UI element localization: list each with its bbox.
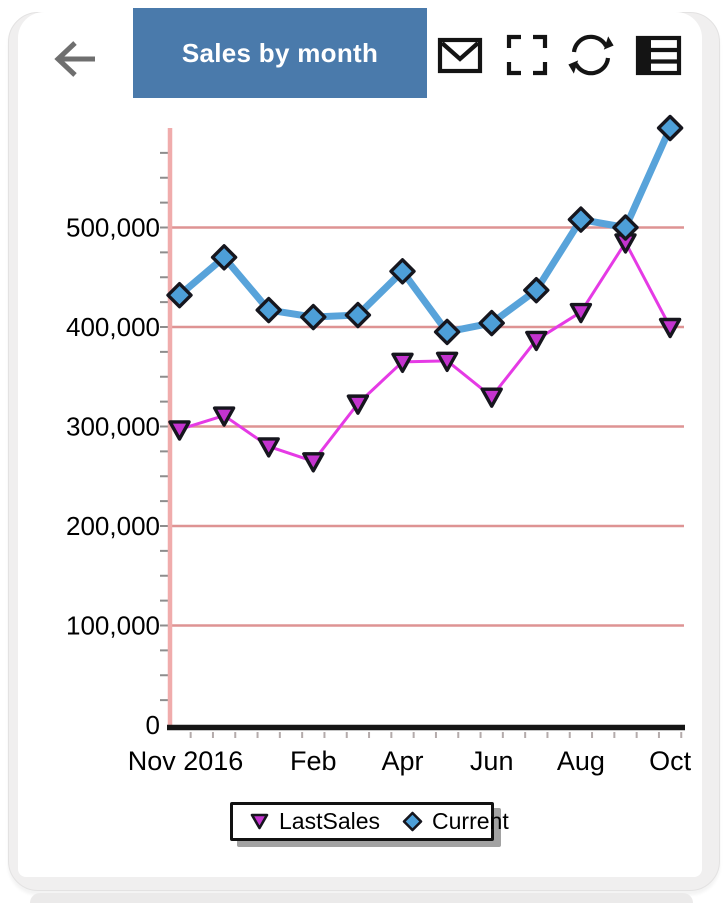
series-line-lastsales	[178, 240, 672, 463]
data-point-lastsales-apr	[391, 352, 414, 374]
arrow-left-icon	[54, 41, 95, 77]
y-tick-label: 100,000	[66, 611, 160, 641]
data-point-current-dec	[210, 244, 238, 271]
data-point-lastsales-dec	[212, 406, 236, 427]
page-title: Sales by month	[181, 37, 379, 68]
y-tick-label: 200,000	[66, 511, 160, 541]
y-tick-label: 400,000	[66, 312, 160, 342]
data-point-current-sep	[612, 214, 639, 241]
data-point-lastsales-oct	[658, 317, 682, 339]
x-tick-label: Feb	[290, 746, 337, 776]
data-point-current-jan	[255, 296, 282, 324]
report-title-bar: Sales by month	[133, 8, 427, 98]
data-point-lastsales-mar	[346, 394, 370, 415]
data-point-current-mar	[344, 301, 372, 329]
series-line-current	[176, 124, 674, 336]
email-icon	[437, 37, 483, 74]
data-point-current-aug	[567, 206, 595, 233]
x-tick-label: Jun	[470, 746, 514, 776]
fullscreen-button[interactable]	[500, 28, 554, 82]
data-point-current-nov	[166, 281, 193, 309]
refresh-button[interactable]	[564, 28, 618, 82]
diamond-icon	[402, 811, 423, 832]
data-point-lastsales-feb	[302, 452, 325, 473]
y-tick-label: 0	[146, 710, 160, 740]
email-button[interactable]	[433, 28, 487, 82]
data-point-current-may	[433, 318, 461, 346]
data-point-lastsales-nov	[168, 420, 191, 441]
next-card-peek	[30, 893, 693, 903]
legend-item-lastsales[interactable]: LastSales	[249, 808, 380, 835]
refresh-icon	[568, 34, 614, 76]
data-point-lastsales-jan	[257, 437, 280, 458]
legend-label-lastsales: LastSales	[279, 808, 381, 834]
data-point-lastsales-may	[435, 351, 459, 373]
legend-label-current: Current	[432, 808, 509, 834]
data-point-lastsales-jul	[525, 330, 548, 352]
x-tick-label: Apr	[381, 746, 423, 776]
data-point-current-oct	[656, 114, 684, 142]
data-point-current-jul	[523, 276, 550, 304]
x-tick-label: Aug	[557, 746, 605, 776]
x-tick-label: Oct	[649, 746, 692, 776]
triangle-down-icon	[250, 813, 269, 830]
y-tick-label: 500,000	[66, 213, 160, 243]
legend-item-current[interactable]: Current	[402, 808, 509, 835]
chart-legend: LastSales Current	[230, 802, 509, 841]
data-point-current-apr	[389, 258, 416, 285]
table-view-button[interactable]	[631, 28, 685, 82]
x-tick-label: Nov 2016	[128, 746, 244, 776]
data-point-lastsales-jun	[480, 387, 503, 408]
data-point-current-jun	[478, 309, 505, 337]
fullscreen-icon	[506, 34, 548, 76]
table-view-icon	[635, 35, 682, 76]
data-point-current-feb	[300, 303, 327, 331]
back-button[interactable]	[48, 32, 104, 86]
data-point-lastsales-aug	[569, 302, 593, 324]
chart-surface	[18, 12, 702, 877]
y-tick-label: 300,000	[66, 412, 160, 442]
